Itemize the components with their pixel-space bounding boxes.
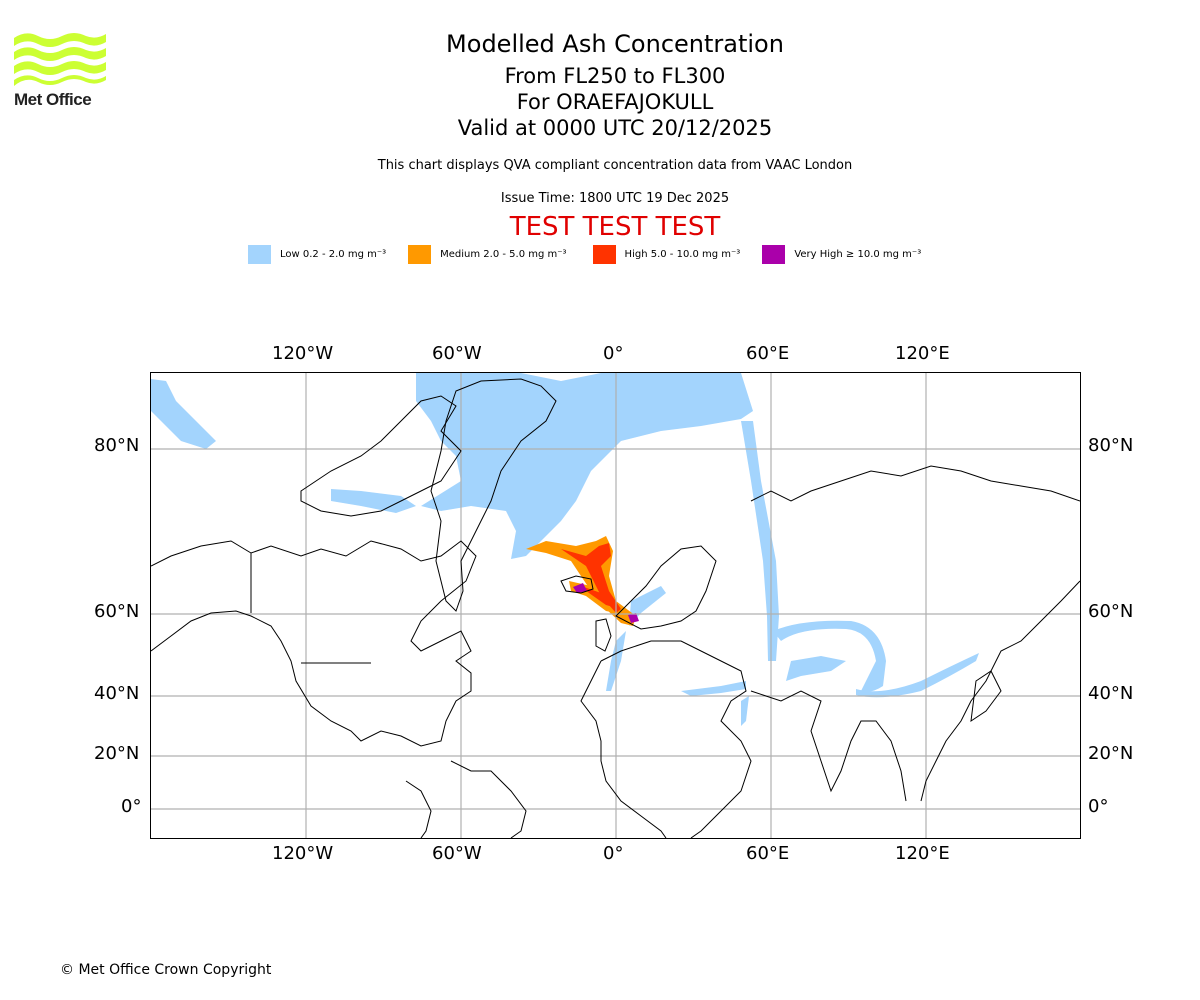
legend: Low 0.2 - 2.0 mg m⁻³ Medium 2.0 - 5.0 mg… — [248, 244, 943, 264]
copyright: © Met Office Crown Copyright — [60, 962, 272, 978]
lat-tick-left: 60°N — [94, 601, 140, 622]
swatch-very-high — [762, 244, 786, 264]
test-banner: TEST TEST TEST — [509, 212, 721, 242]
map-canvas — [150, 373, 1081, 839]
valid-time: Valid at 0000 UTC 20/12/2025 — [457, 116, 773, 140]
legend-label: Very High ≥ 10.0 mg m⁻³ — [794, 248, 922, 260]
lon-tick-bottom: 120°E — [895, 843, 950, 864]
coastlines — [150, 378, 1081, 839]
lat-tick-left: 20°N — [94, 743, 140, 764]
swatch-high — [592, 244, 616, 264]
legend-item-low: Low 0.2 - 2.0 mg m⁻³ — [248, 244, 387, 264]
lat-tick-left: 0° — [121, 796, 142, 817]
lon-tick-bottom: 120°W — [272, 843, 334, 864]
swatch-low — [248, 244, 271, 264]
lon-tick-top: 0° — [603, 343, 624, 364]
legend-item-high: High 5.0 - 10.0 mg m⁻³ — [592, 244, 741, 264]
legend-label: Low 0.2 - 2.0 mg m⁻³ — [280, 248, 387, 260]
lat-tick-right: 60°N — [1088, 601, 1134, 622]
lon-tick-top: 60°W — [432, 343, 482, 364]
high-concentration-areas — [561, 543, 621, 613]
chart-description: This chart displays QVA compliant concen… — [377, 158, 853, 173]
issue-time: Issue Time: 1800 UTC 19 Dec 2025 — [500, 191, 730, 206]
logo-waves-icon — [14, 33, 106, 86]
lat-tick-left: 80°N — [94, 435, 140, 456]
ash-concentration-map — [150, 372, 1081, 839]
lon-tick-bottom: 60°W — [432, 843, 482, 864]
lon-tick-top: 120°E — [895, 343, 950, 364]
lat-tick-left: 40°N — [94, 683, 140, 704]
legend-label: Medium 2.0 - 5.0 mg m⁻³ — [440, 248, 567, 260]
volcano-name: For ORAEFAJOKULL — [516, 90, 714, 114]
lon-tick-bottom: 60°E — [746, 843, 790, 864]
legend-item-medium: Medium 2.0 - 5.0 mg m⁻³ — [408, 244, 567, 264]
very-high-concentration-areas — [573, 583, 639, 623]
lon-tick-bottom: 0° — [603, 843, 624, 864]
lat-tick-right: 40°N — [1088, 683, 1134, 704]
logo-text: Met Office — [14, 90, 92, 109]
chart-title: Modelled Ash Concentration — [446, 30, 784, 58]
lat-tick-right: 20°N — [1088, 743, 1134, 764]
flight-level-range: From FL250 to FL300 — [504, 64, 726, 88]
graticule — [151, 373, 1080, 838]
lat-tick-right: 0° — [1088, 796, 1109, 817]
lon-tick-top: 120°W — [272, 343, 334, 364]
lat-tick-right: 80°N — [1088, 435, 1134, 456]
legend-label: High 5.0 - 10.0 mg m⁻³ — [624, 248, 741, 260]
met-office-logo — [14, 30, 106, 112]
lon-tick-top: 60°E — [746, 343, 790, 364]
legend-item-very-high: Very High ≥ 10.0 mg m⁻³ — [762, 244, 922, 264]
swatch-medium — [408, 244, 432, 264]
